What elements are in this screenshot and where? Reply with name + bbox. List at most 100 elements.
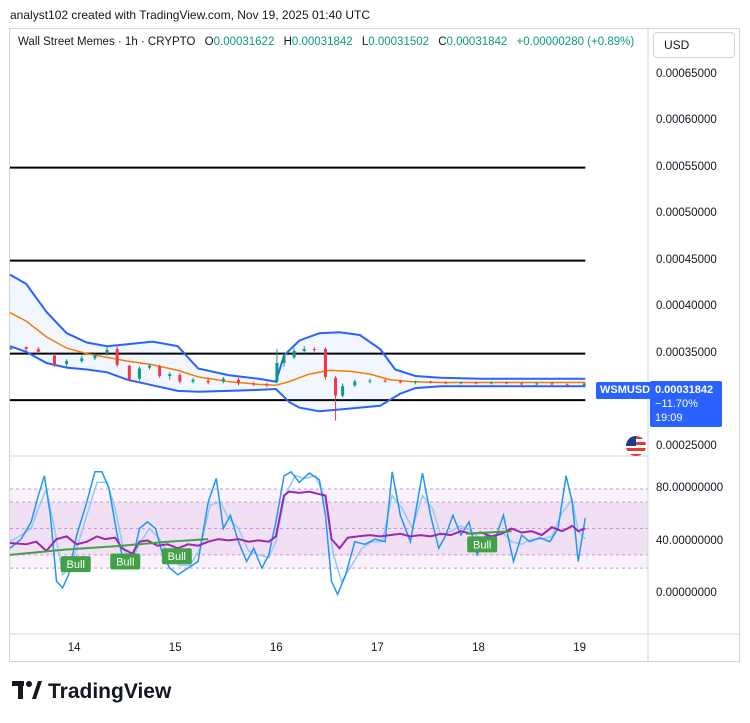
open-value: 0.00031622 [213,36,275,48]
candle-body [275,362,279,382]
currency-selector[interactable]: USD [653,32,735,58]
candle-body [302,349,306,351]
candle-body [353,381,357,386]
candle-body [334,377,338,396]
bull-line-line [9,538,209,556]
candle-body [168,374,172,376]
candle-body [252,383,256,385]
open-label: O [204,36,214,48]
candle-body [221,378,225,382]
tradingview-logo-text: TradingView [48,680,172,703]
candle-body [36,349,40,352]
time-tick-label: 14 [67,642,81,654]
last-price-tag: 0.00031842 −11.70% 19:09 [650,381,722,427]
candle-body [429,381,433,383]
price-tick-label: 0.00045000 [656,253,717,266]
candle-body [265,384,269,386]
price-tick-label: 0.00025000 [656,439,717,452]
candle-body [127,365,131,380]
price-change: −11.70% [655,398,698,410]
symbol-legend: Wall Street Memes · 1h · CRYPTO O0.00031… [18,36,634,48]
candle-body [565,384,569,386]
candle-body [158,366,162,376]
candle-body [9,348,13,350]
candle-body [444,382,448,384]
bull-label-text: Bull [67,559,85,571]
candle-body [489,382,493,384]
bull-label: Bull [161,548,192,565]
candle-body [206,380,210,383]
us-flag-icon [626,436,646,456]
candle-body [292,350,296,358]
bull-label-text: Bull [116,556,134,568]
candle-body [398,381,402,383]
tradingview-logo-icon [12,680,42,704]
price-tick-label: 0.00055000 [656,160,717,173]
high-value: 0.00031842 [291,36,353,48]
bull-label-box [110,553,141,570]
candle-body [550,383,554,385]
candle-body [65,361,69,364]
price-tick-label: 0.00040000 [656,300,717,313]
candle-body [191,379,195,382]
bull-label-box [161,548,192,565]
price-tick-label: 0.00060000 [656,114,717,127]
low-value: 0.00031502 [368,36,430,48]
time-tick-label: 16 [269,642,283,654]
bollinger-lower-line [9,345,586,413]
candle-body [137,368,141,379]
price-tick-label: 0.00050000 [656,207,717,220]
bull-label-box [467,536,498,553]
candle-body [413,381,417,383]
candle-body [535,383,539,385]
last-price: 0.00031842 [655,384,714,396]
oscillator-tick-label: 0.00000000 [656,587,717,600]
bull-label: Bull [467,536,498,553]
horizontal-levels [10,166,586,402]
close-label: C [438,36,447,48]
candle-body [504,382,508,384]
close-value: 0.00031842 [446,36,508,48]
candle-body [178,375,182,382]
bull-label-text: Bull [473,539,491,551]
time-tick-label: 18 [472,642,485,654]
candle-body [474,382,478,384]
bull-label-box [60,556,91,573]
bull-label: Bull [110,553,141,570]
oscillator-tick-label: 80.00000000 [656,481,724,494]
oscillator-tick-label: 40.00000000 [656,534,724,547]
price-tick-label: 0.00035000 [656,346,717,359]
time-tick-label: 17 [371,642,384,654]
candle-body [80,358,84,362]
bull-labels: Bull Bull Bull Bull [60,536,498,573]
candle-body [115,349,119,365]
time-tick-label: 19 [573,642,587,654]
candle-body [383,380,387,382]
chart-frame [9,28,740,662]
bull-label-text: Bull [168,551,186,563]
bar-countdown: 19:09 [655,412,683,424]
candles [9,346,586,421]
change-value: +0.00000280 (+0.89%) [516,36,635,48]
bull-line-line [465,530,512,535]
candle-body [282,356,286,363]
candle-body [148,365,152,368]
symbol-tag: WSMUSD [596,382,655,399]
candle-body [24,347,28,349]
candle-body [312,349,316,350]
low-label: L [361,36,369,48]
symbol-name: Wall Street Memes · 1h · CRYPTO [18,36,196,48]
tradingview-logo[interactable]: TradingView [12,680,171,704]
candle-body [93,355,97,359]
candle-body [459,382,463,384]
candle-body [105,349,109,354]
candle-body [341,386,345,396]
price-tick-label: 0.00065000 [656,67,717,80]
bollinger-bands [9,273,586,413]
bull-label: Bull [60,556,91,573]
candle-body [52,355,56,365]
time-tick-label: 15 [168,642,182,654]
candle-body [520,383,524,385]
high-label: H [283,36,292,48]
